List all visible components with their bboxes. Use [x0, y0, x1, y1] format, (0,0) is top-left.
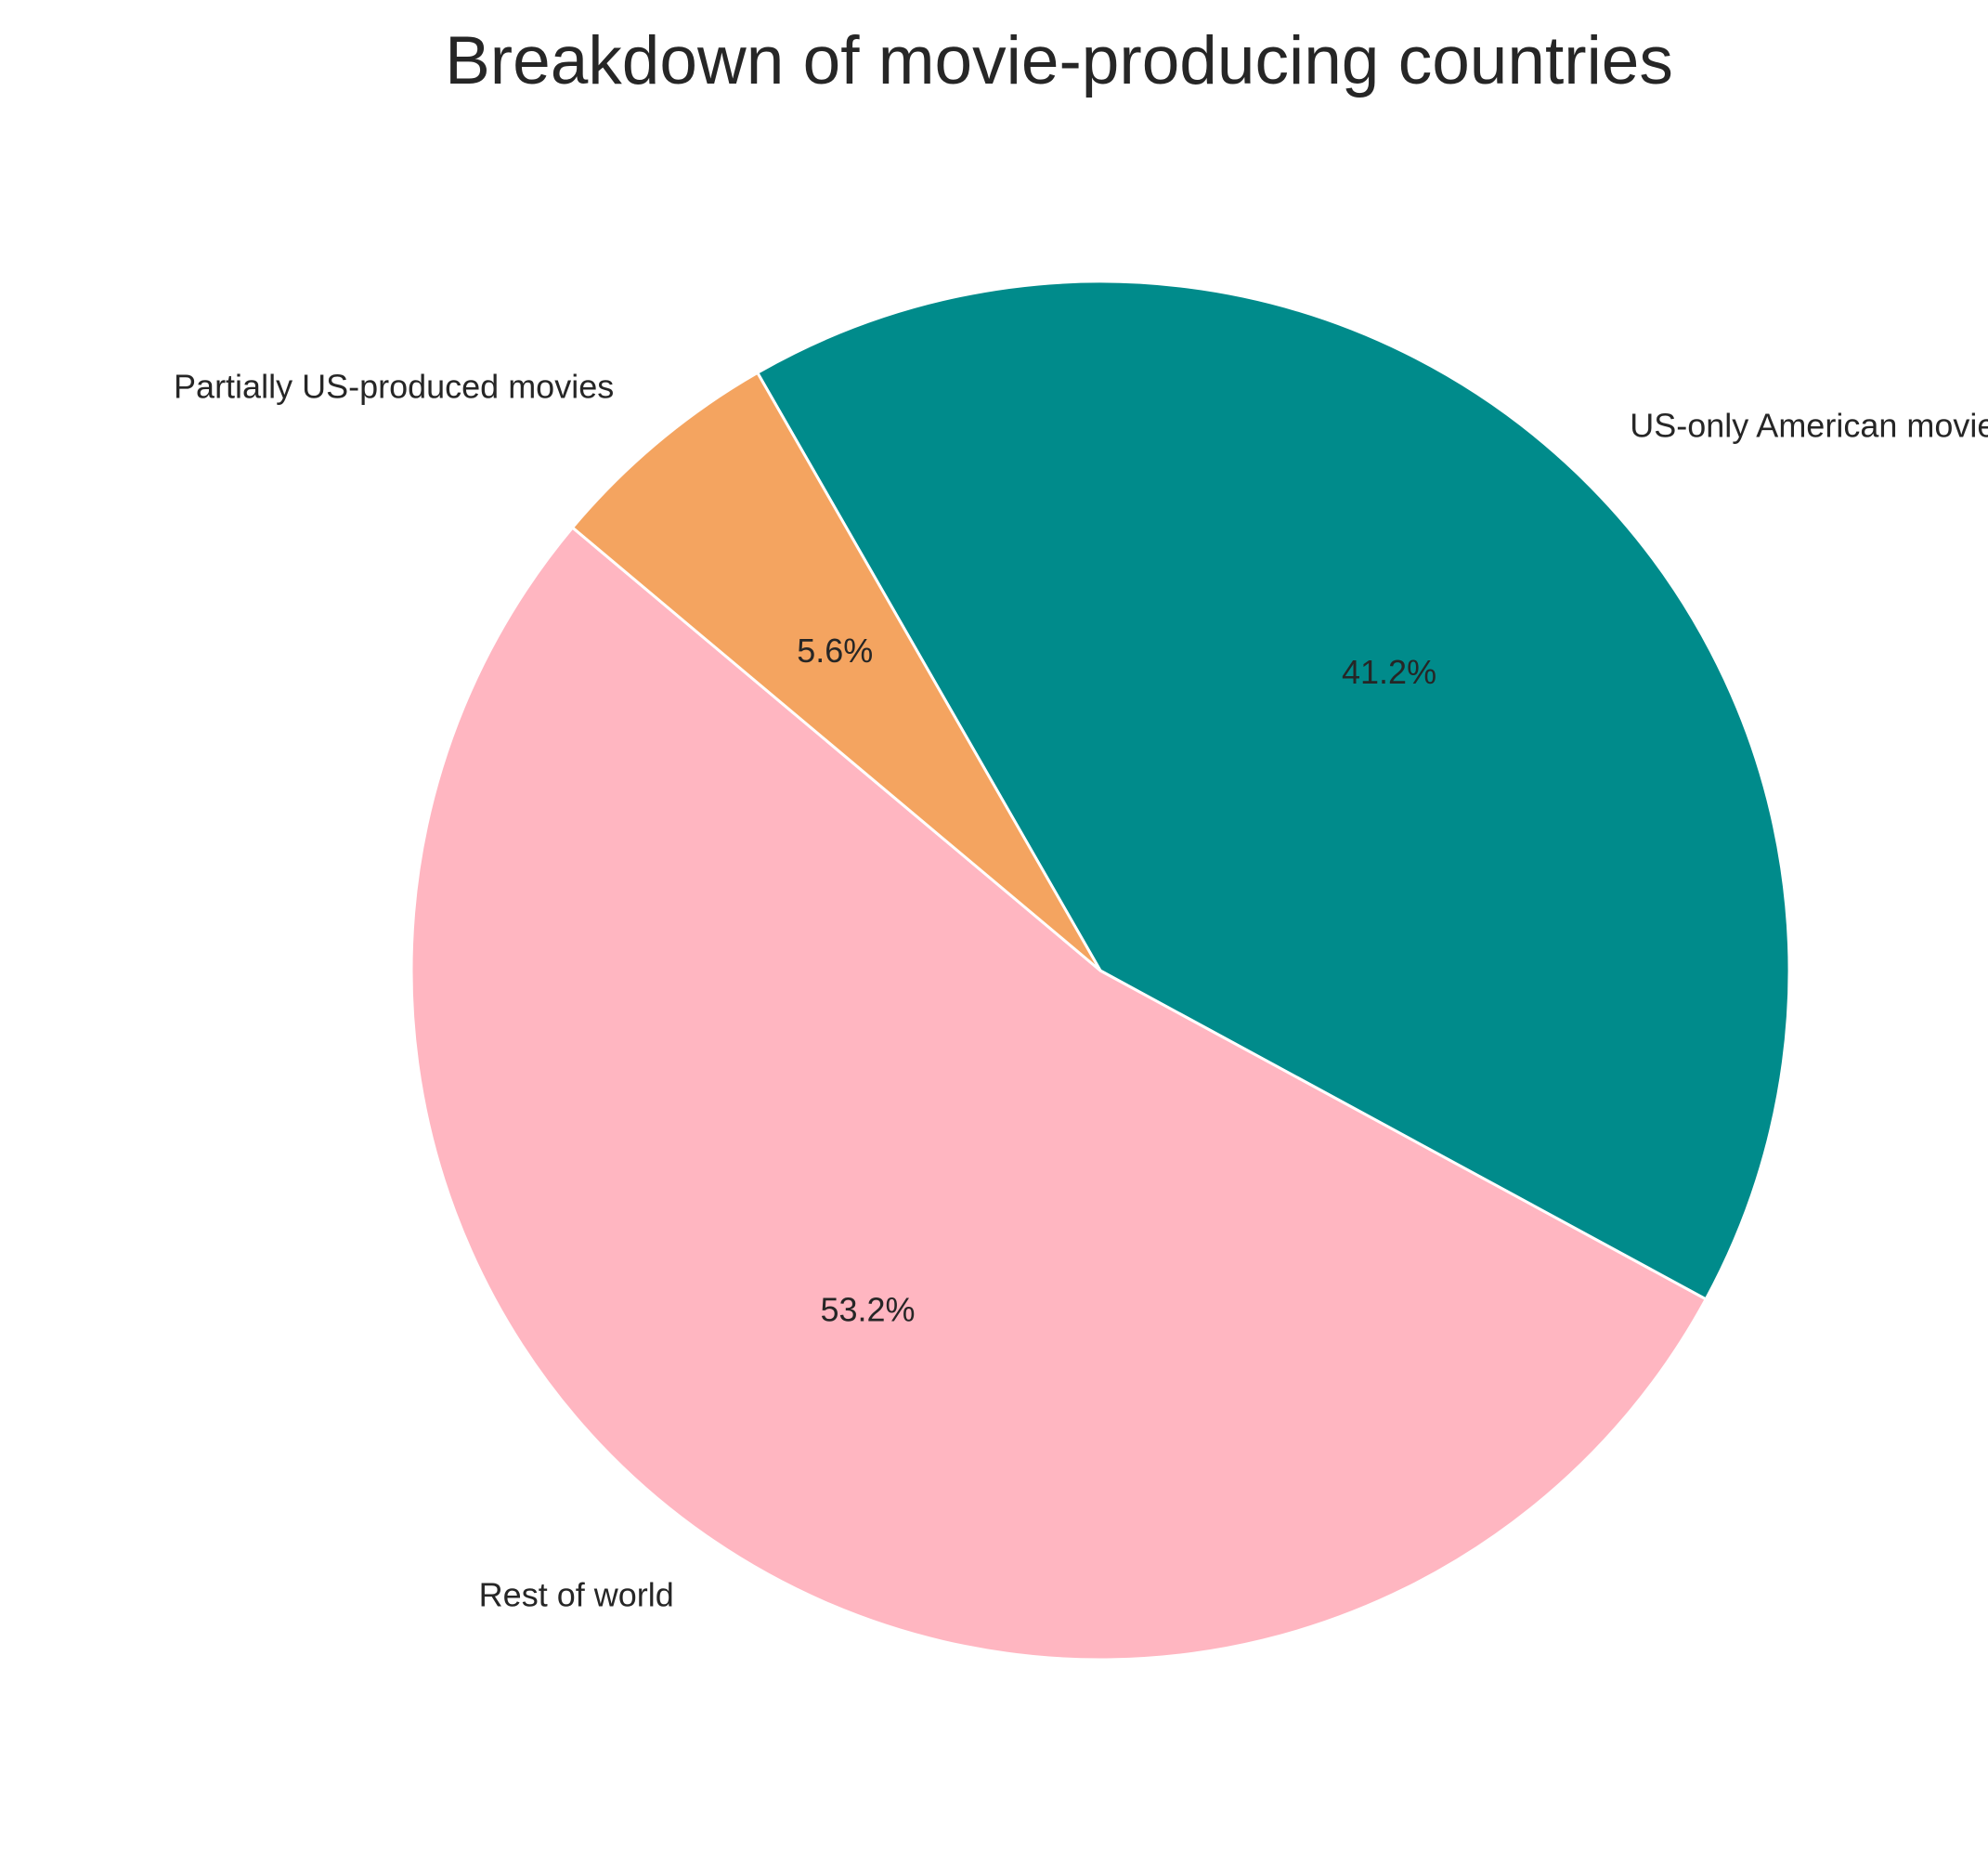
- slice-percent-partially-us-produced-movies: 5.6%: [797, 632, 873, 670]
- pie-labels: Rest of world 53.2% US-only American movie…: [174, 368, 1988, 1614]
- slice-label-partially-us-produced-movies: Partially US-produced movies: [174, 368, 614, 406]
- pie-slice-rest-of-world: [409, 526, 1708, 1662]
- chart-title: Breakdown of movie-producing countries: [445, 23, 1673, 98]
- pie-slice-partially-us-produced-movies: [571, 371, 1102, 972]
- slice-percent-us-only-american-movies: 41.2%: [1342, 653, 1436, 691]
- slice-percent-rest-of-world: 53.2%: [820, 1291, 915, 1329]
- pie-slices: [409, 280, 1791, 1662]
- pie-slice-us-only-american-movies: [756, 280, 1791, 1301]
- slice-label-us-only-american-movies: US-only American movies: [1630, 407, 1988, 445]
- slice-label-rest-of-world: Rest of world: [479, 1575, 674, 1613]
